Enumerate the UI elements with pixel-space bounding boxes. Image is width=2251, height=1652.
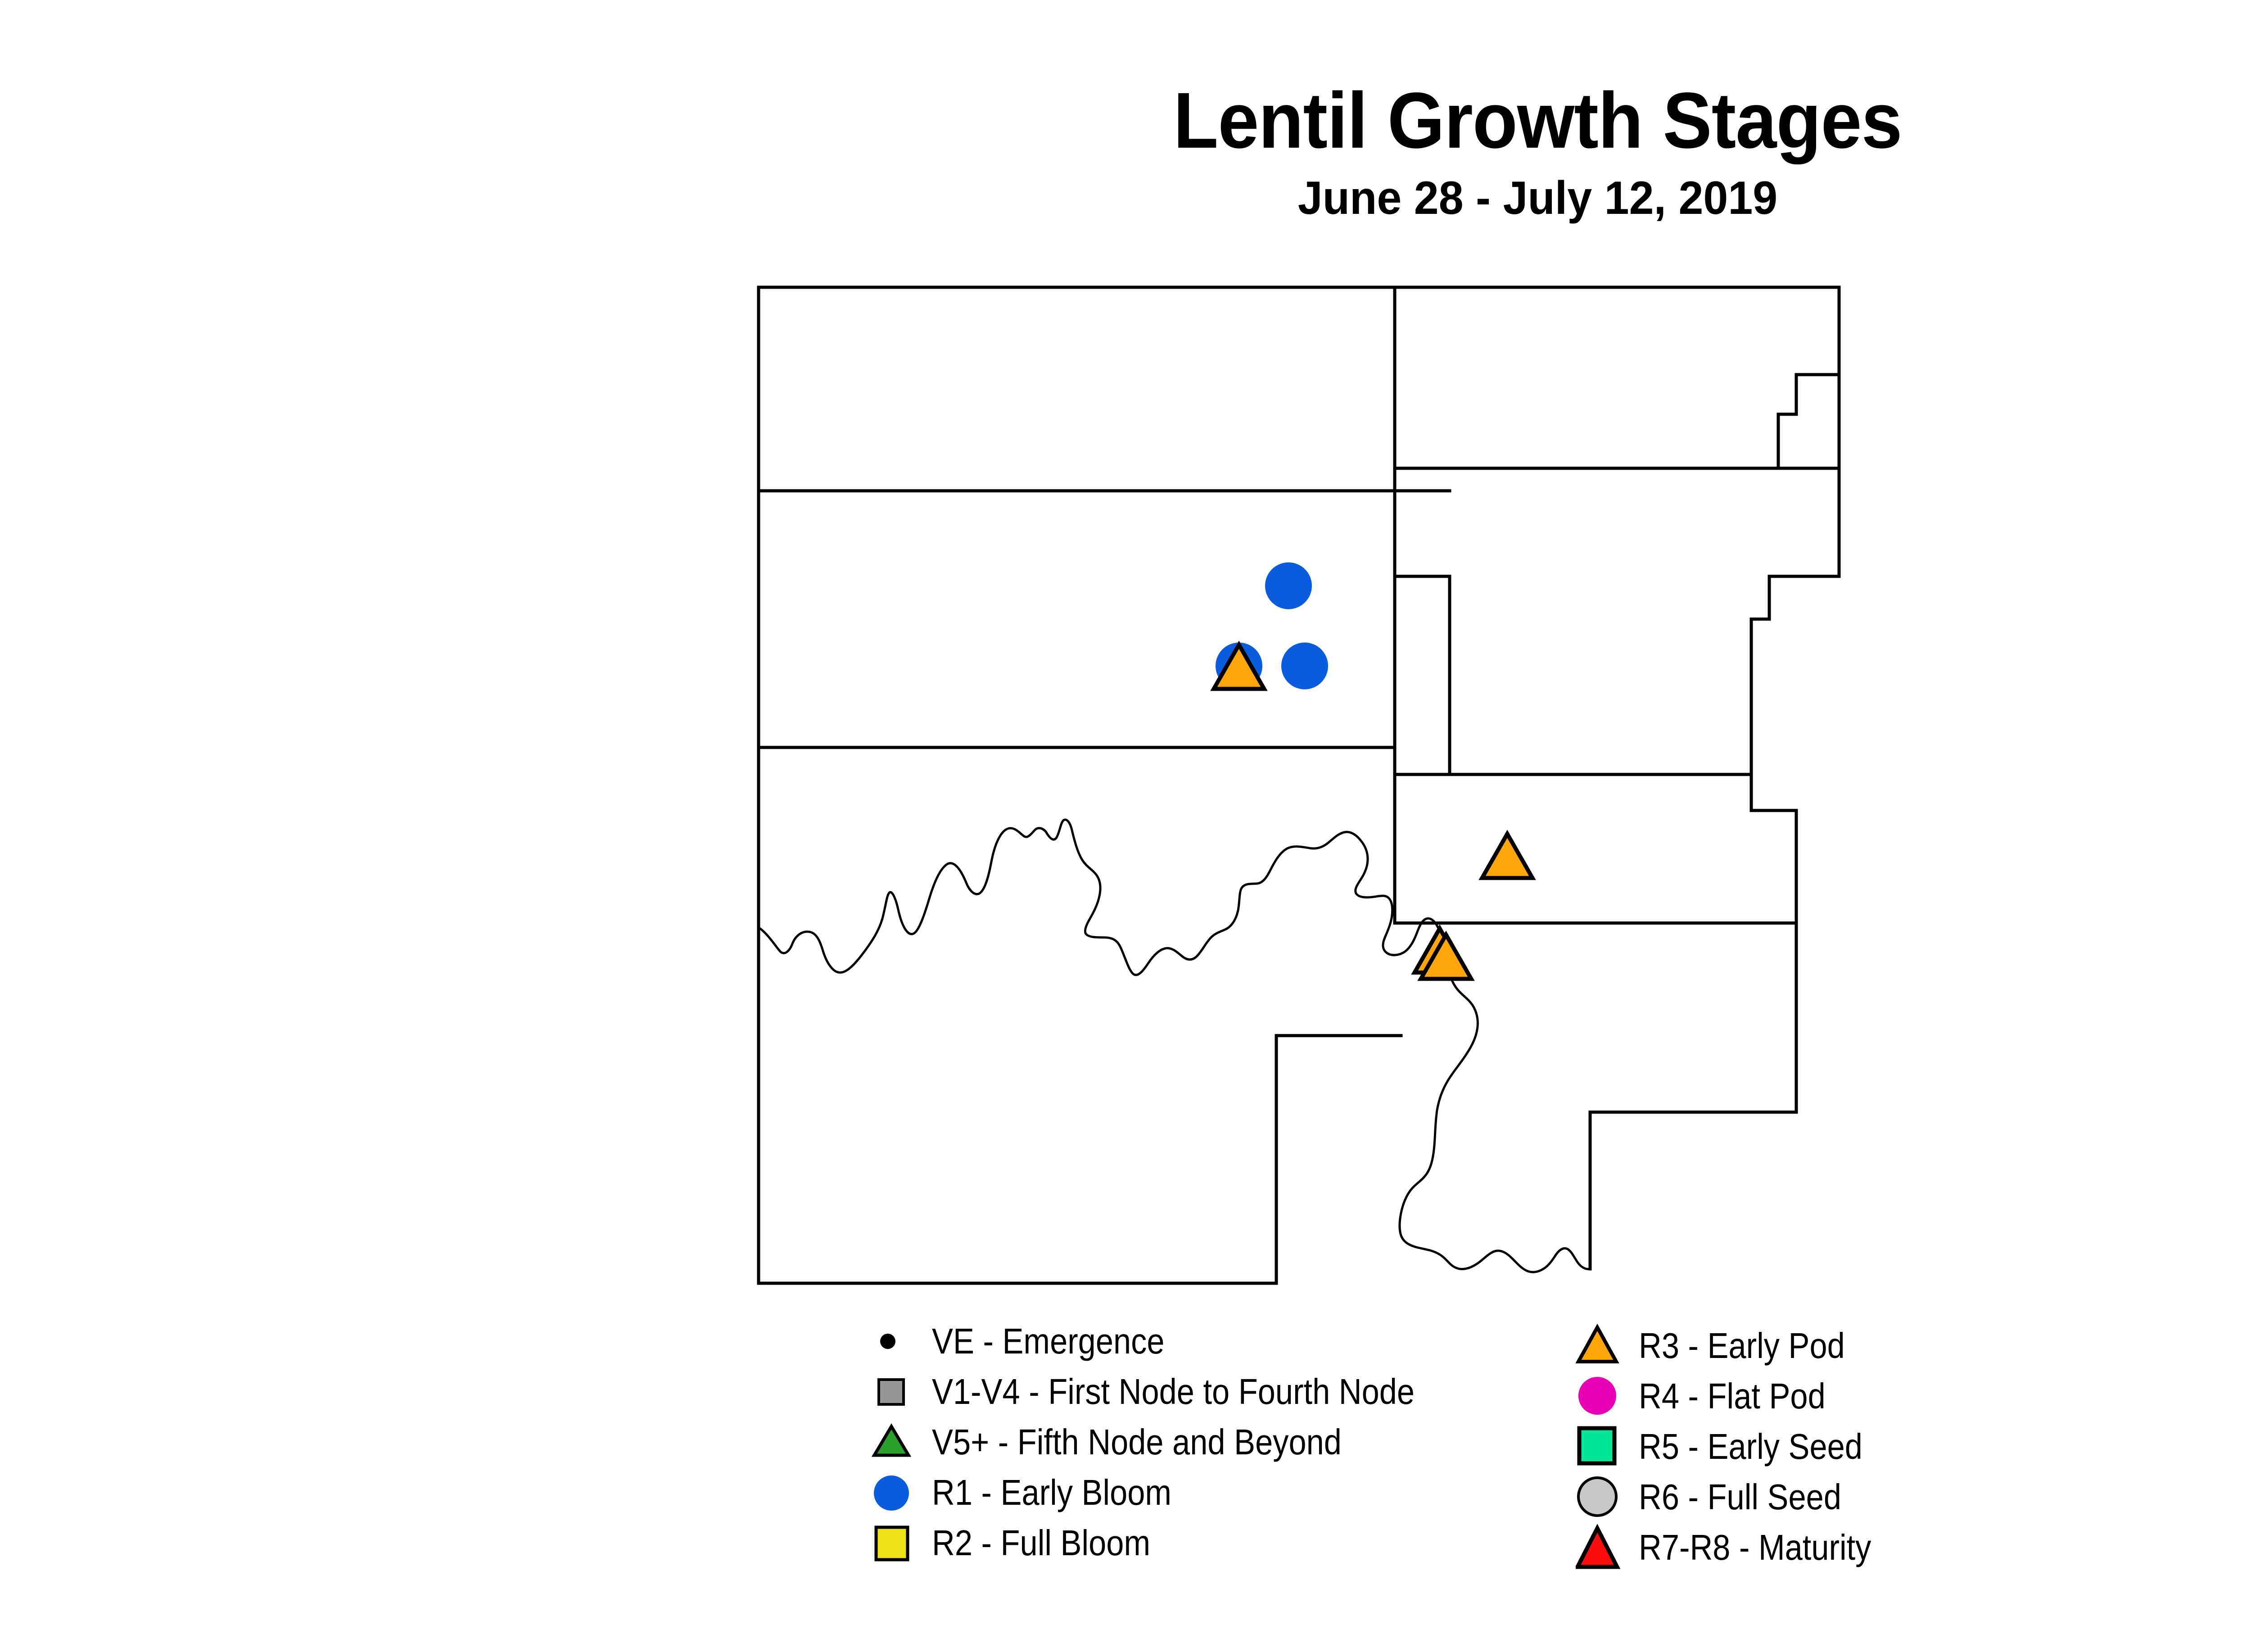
map-boundaries: [757, 285, 1841, 1285]
marker-r3-early-pod[interactable]: [1210, 640, 1268, 691]
legend-label-r4: R4 - Flat Pod: [1639, 1376, 1826, 1416]
boundary-se-bottom: [1588, 921, 1798, 1114]
marker-r1-early-bloom[interactable]: [1281, 643, 1328, 689]
county-boundary-sw: [757, 746, 1278, 1285]
legend-label-v1v4: V1-V4 - First Node to Fourth Node: [932, 1371, 1415, 1412]
boundary-se-lobe: [1588, 1110, 1798, 1271]
legend-item-r5[interactable]: R5 - Early Seed: [1576, 1420, 2251, 1473]
legend-label-r6: R6 - Full Seed: [1639, 1477, 1841, 1517]
river-boundary: [757, 819, 1591, 1273]
legend-item-v1v4[interactable]: V1-V4 - First Node to Fourth Node: [869, 1365, 1544, 1418]
divider-east-step: [1776, 285, 1841, 470]
legend-label-r5: R5 - Early Seed: [1639, 1426, 1862, 1466]
r1-early-bloom-circle-icon: [869, 1466, 927, 1519]
page-title: Lentil Growth Stages: [1173, 77, 1902, 165]
legend-label-r3: R3 - Early Pod: [1639, 1326, 1845, 1366]
r4-flat-pod-circle-icon: [1576, 1370, 1634, 1423]
v5-plus-triangle-icon: [869, 1416, 927, 1469]
r3-early-pod-triangle-icon: [1576, 1319, 1634, 1372]
legend: VE - Emergence V1-V4 - First Node to Fou…: [869, 1315, 2251, 1594]
r5-early-seed-square-icon: [1576, 1420, 1634, 1473]
title-block: Lentil Growth Stages June 28 - July 12, …: [0, 81, 2251, 222]
legend-label-r1: R1 - Early Bloom: [932, 1472, 1172, 1512]
legend-label-r2: R2 - Full Bloom: [932, 1523, 1151, 1563]
v1-v4-square-icon: [869, 1365, 927, 1418]
county-map-svg: [757, 285, 1841, 1285]
r7-r8-maturity-triangle-icon: [1576, 1521, 1634, 1574]
marker-r3-early-pod[interactable]: [1417, 930, 1475, 981]
divider-mid-step: [1393, 575, 1451, 776]
legend-item-r1[interactable]: R1 - Early Bloom: [869, 1466, 1544, 1519]
legend-item-r2[interactable]: R2 - Full Bloom: [869, 1516, 1544, 1570]
legend-item-r7r8[interactable]: R7-R8 - Maturity: [1576, 1521, 2251, 1574]
legend-item-r6[interactable]: R6 - Full Seed: [1576, 1471, 2251, 1524]
page-subtitle: June 28 - July 12, 2019: [1297, 172, 1778, 224]
ve-emergence-icon: [869, 1315, 927, 1368]
boundary-east-mid: [1749, 466, 1841, 925]
legend-item-r3[interactable]: R3 - Early Pod: [1576, 1319, 2251, 1372]
legend-label-v5plus: V5+ - Fifth Node and Beyond: [932, 1422, 1342, 1462]
r2-full-bloom-square-icon: [869, 1516, 927, 1570]
map-canvas[interactable]: [747, 270, 2089, 1301]
county-boundary-e: [1393, 373, 1841, 776]
county-boundary-nw: [757, 285, 1397, 493]
legend-item-ve[interactable]: VE - Emergence: [869, 1315, 1544, 1368]
legend-label-ve: VE - Emergence: [932, 1321, 1165, 1361]
legend-label-r7r8: R7-R8 - Maturity: [1639, 1527, 1871, 1567]
marker-r3-early-pod[interactable]: [1478, 829, 1536, 880]
map-markers[interactable]: [1210, 562, 1536, 981]
marker-r1-early-bloom[interactable]: [1265, 562, 1312, 609]
r6-full-seed-circle-icon: [1576, 1471, 1634, 1524]
legend-item-r4[interactable]: R4 - Flat Pod: [1576, 1370, 2251, 1423]
county-boundary-w: [757, 489, 1397, 749]
county-boundary-ne: [1393, 285, 1841, 470]
legend-item-v5plus[interactable]: V5+ - Fifth Node and Beyond: [869, 1416, 1544, 1469]
county-boundary-se: [1393, 773, 1798, 925]
boundary-south-step: [1275, 1034, 1403, 1285]
